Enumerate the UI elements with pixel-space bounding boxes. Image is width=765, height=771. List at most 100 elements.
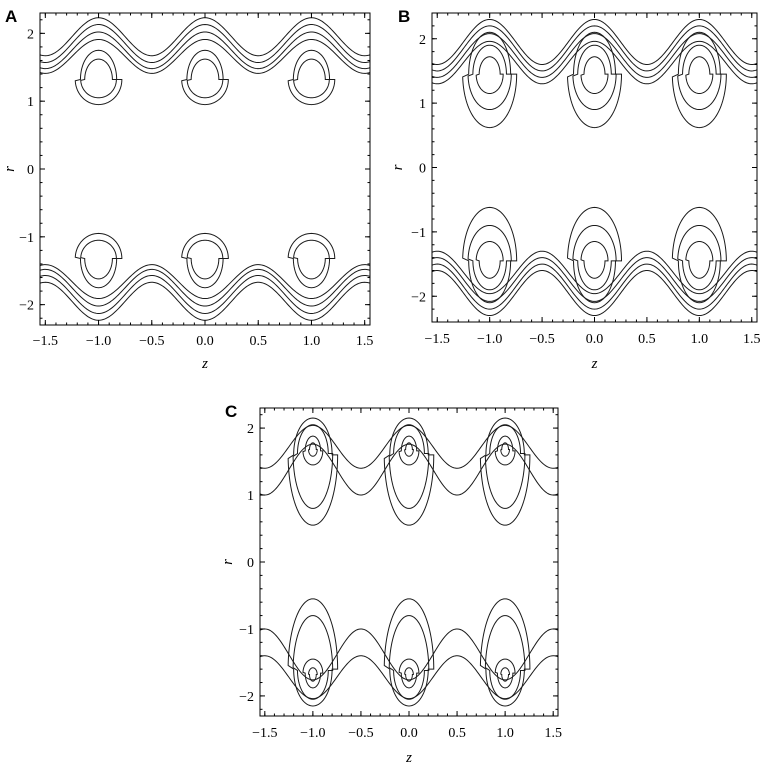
upper-bolus-contour — [292, 424, 334, 509]
lower-bolus-contour — [292, 615, 334, 700]
x-tick-label: 0.0 — [586, 332, 604, 347]
x-tick-label: 0.5 — [249, 334, 267, 349]
lower-streamline-3 — [40, 268, 370, 307]
lower-bolus-contour — [74, 232, 123, 289]
lower-bolus-contour — [484, 615, 526, 700]
plot-frame — [39, 12, 371, 326]
upper-bolus-contour — [308, 442, 318, 457]
x-tick-label: −0.5 — [348, 726, 373, 741]
plot-frame — [259, 407, 559, 717]
y-tick-label: −1 — [19, 231, 34, 246]
x-tick-label: 0.5 — [448, 726, 466, 741]
lower-bolus-contour — [404, 667, 414, 682]
lower-bolus-contour — [293, 239, 330, 280]
lower-bolus-contour — [308, 667, 318, 682]
panel-b: −1.5 −1.0 −0.5 0.0 0.5 1.0 1.5 −2 −1 0 1 2 z r B — [390, 7, 761, 372]
lower-bolus-contour — [685, 241, 714, 279]
contour-layer — [432, 18, 757, 317]
upper-bolus-contour — [462, 31, 518, 129]
lower-streamline-1 — [260, 655, 558, 700]
y-tick-label: 2 — [247, 422, 254, 437]
lower-bolus-contour — [572, 224, 617, 291]
y-tick-label: 1 — [419, 97, 426, 112]
upper-bolus-contour — [500, 442, 510, 457]
lower-bolus-contour — [462, 206, 518, 304]
x-tick-label: 1.0 — [496, 726, 514, 741]
x-axis-title: z — [405, 750, 412, 766]
lower-bolus-contour — [287, 232, 336, 289]
lower-streamline-2 — [432, 263, 757, 310]
lower-bolus-contour — [500, 667, 510, 682]
lower-bolus-contour — [475, 241, 504, 279]
x-tick-label: −0.5 — [529, 332, 554, 347]
upper-bolus-contour — [685, 56, 714, 94]
lower-bolus-contour — [567, 206, 623, 304]
lower-bolus-contour — [383, 598, 435, 707]
y-tick-label: 2 — [27, 27, 34, 42]
lower-streamline-4 — [432, 250, 757, 295]
lower-bolus-contour — [677, 224, 722, 291]
lower-streamline-1 — [432, 269, 757, 317]
upper-streamline-3 — [40, 31, 370, 70]
x-tick-label: −1.0 — [300, 726, 325, 741]
lower-bolus-contour — [80, 239, 117, 280]
panel-c: −1.5 −1.0 −0.5 0.0 0.5 1.0 1.5 −2 −1 0 1 2 z r C — [220, 402, 562, 766]
upper-bolus-contour — [186, 58, 224, 99]
y-axis-title: r — [2, 166, 18, 172]
x-tick-label: −1.5 — [425, 332, 450, 347]
x-tick-label: −1.5 — [252, 726, 277, 741]
lower-streamline-2 — [40, 274, 370, 314]
upper-bolus-contour — [80, 58, 117, 99]
lower-streamline-3 — [432, 257, 757, 302]
lower-streamline-4 — [40, 264, 370, 300]
x-tick-label: −1.0 — [86, 334, 111, 349]
upper-bolus-contour — [475, 56, 504, 94]
upper-streamline-2 — [260, 443, 558, 496]
plot-frame — [431, 12, 758, 323]
lower-bolus-contour — [494, 658, 516, 689]
upper-bolus-contour — [388, 424, 430, 509]
panel-letter: A — [5, 7, 17, 26]
upper-bolus-contour — [404, 442, 414, 457]
y-tick-label: 1 — [247, 489, 254, 504]
y-tick-label: 0 — [247, 556, 254, 571]
panel-a: −1.5 −1.0 −0.5 0.0 0.5 1.0 1.5 −2 −1 0 1 2 z r A — [2, 7, 373, 372]
y-tick-label: 0 — [27, 163, 34, 178]
x-tick-label: 0.5 — [638, 332, 656, 347]
upper-streamline-2 — [40, 24, 370, 64]
upper-bolus-contour — [287, 49, 336, 106]
upper-bolus-contour — [467, 44, 512, 111]
upper-bolus-contour — [572, 44, 617, 111]
x-tick-label: 1.0 — [303, 334, 321, 349]
y-tick-label: 0 — [419, 162, 426, 177]
contour-layer — [40, 17, 370, 321]
y-tick-label: −2 — [411, 290, 426, 305]
y-axis-title: r — [390, 164, 406, 170]
upper-bolus-contour — [293, 58, 330, 99]
x-tick-label: 1.5 — [743, 332, 761, 347]
upper-bolus-contour — [567, 31, 623, 129]
lower-bolus-contour — [467, 224, 512, 291]
x-tick-label: −1.0 — [477, 332, 502, 347]
upper-bolus-contour — [398, 435, 420, 466]
x-tick-label: 1.5 — [544, 726, 562, 741]
upper-streamline-1 — [260, 424, 558, 469]
contour-layer — [260, 417, 558, 707]
upper-bolus-contour — [580, 56, 609, 94]
upper-bolus-contour — [287, 417, 339, 526]
upper-bolus-contour — [383, 417, 435, 526]
upper-bolus-contour — [479, 417, 531, 526]
y-tick-label: −2 — [239, 690, 254, 705]
lower-streamline-2 — [260, 628, 558, 681]
upper-bolus-contour — [484, 424, 526, 509]
upper-streamline-1 — [432, 18, 757, 66]
x-tick-label: 0.0 — [400, 726, 418, 741]
y-tick-label: 1 — [27, 95, 34, 110]
lower-bolus-contour — [671, 206, 727, 304]
y-tick-label: −1 — [411, 226, 426, 241]
upper-streamline-2 — [432, 25, 757, 72]
lower-bolus-contour — [388, 615, 430, 700]
y-tick-label: 2 — [419, 33, 426, 48]
upper-bolus-contour — [181, 49, 229, 106]
